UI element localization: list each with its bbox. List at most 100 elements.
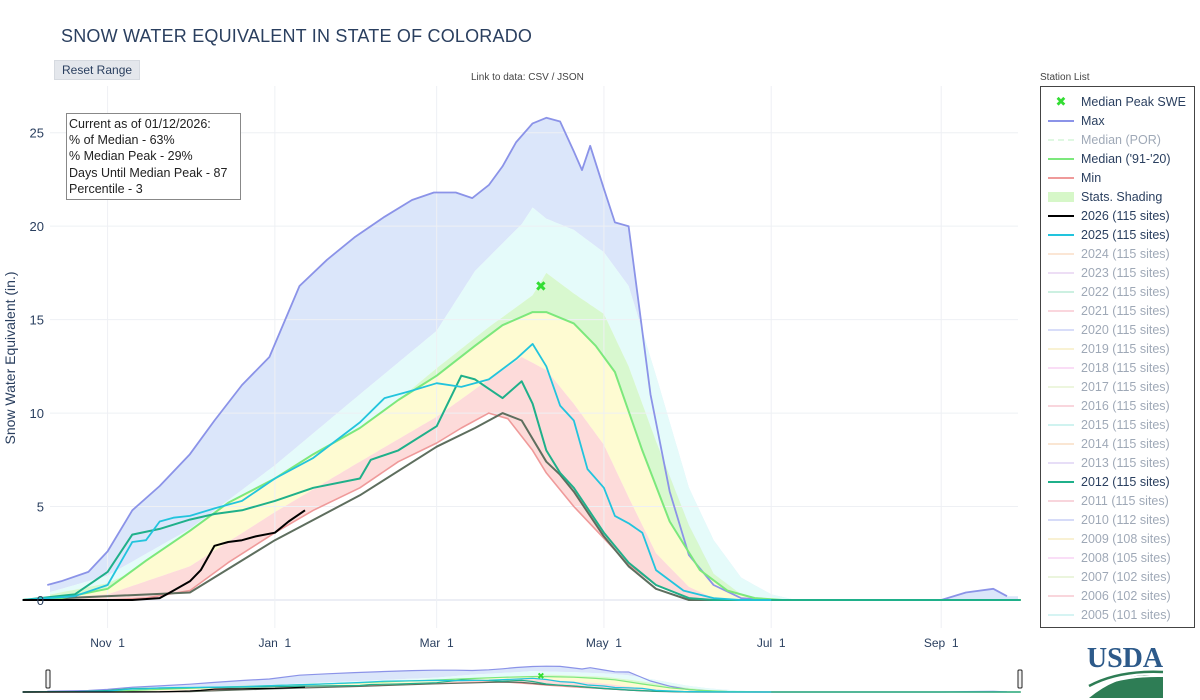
legend-symbol — [1041, 301, 1081, 320]
legend-item[interactable]: 2013 (115 sites) — [1041, 453, 1194, 472]
legend-item[interactable]: ✖ Median Peak SWE — [1041, 92, 1194, 111]
legend-label: 2026 (115 sites) — [1081, 208, 1170, 223]
legend-item[interactable]: 2005 (101 sites) — [1041, 605, 1194, 624]
legend-symbol — [1041, 130, 1081, 149]
legend-item[interactable]: 2019 (115 sites) — [1041, 339, 1194, 358]
legend-item[interactable]: Median (POR) — [1041, 130, 1194, 149]
x-tick-label: Sep 1 — [924, 636, 959, 650]
legend-item[interactable]: 2014 (115 sites) — [1041, 434, 1194, 453]
legend-item[interactable]: 2017 (115 sites) — [1041, 377, 1194, 396]
legend-label: Median Peak SWE — [1081, 94, 1186, 109]
y-tick-label: 25 — [30, 126, 44, 141]
legend-symbol — [1041, 510, 1081, 529]
y-tick-label: 10 — [30, 406, 44, 421]
legend-symbol — [1041, 244, 1081, 263]
legend-item[interactable]: 2022 (115 sites) — [1041, 282, 1194, 301]
legend-symbol — [1041, 396, 1081, 415]
mini-median-peak-marker: ✖ — [537, 672, 545, 682]
legend-label: 2022 (115 sites) — [1081, 284, 1170, 299]
median-peak-marker: ✖ — [535, 279, 547, 295]
legend-symbol — [1041, 111, 1081, 130]
legend-label: 2015 (115 sites) — [1081, 417, 1170, 432]
legend-item[interactable]: Median ('91-'20) — [1041, 149, 1194, 168]
legend-symbol — [1041, 472, 1081, 491]
y-tick-label: 5 — [37, 500, 44, 515]
x-tick-label: May 1 — [586, 636, 622, 650]
legend-symbol — [1041, 149, 1081, 168]
status-line-pct-peak: % Median Peak - 29% — [69, 149, 193, 164]
legend-label: Median ('91-'20) — [1081, 151, 1171, 166]
legend-label: 2020 (115 sites) — [1081, 322, 1170, 337]
legend-label: 2017 (115 sites) — [1081, 379, 1170, 394]
legend-symbol — [1041, 377, 1081, 396]
legend-item[interactable]: 2020 (115 sites) — [1041, 320, 1194, 339]
reset-range-button[interactable]: Reset Range — [54, 60, 141, 80]
status-line-days-to-peak: Days Until Median Peak - 87 — [69, 165, 228, 180]
legend-item[interactable]: 2010 (112 sites) — [1041, 510, 1194, 529]
legend-label: 2011 (115 sites) — [1081, 493, 1169, 508]
legend-label: 2018 (115 sites) — [1081, 360, 1170, 375]
status-line-pct-median: % of Median - 63% — [69, 133, 175, 148]
legend-symbol — [1041, 491, 1081, 510]
range-slider: ✖ — [22, 664, 1023, 693]
x-tick-label: Mar 1 — [420, 636, 454, 650]
legend-label: 2024 (115 sites) — [1081, 246, 1170, 261]
x-tick-label: Nov 1 — [90, 636, 125, 650]
legend-label: 2006 (102 sites) — [1081, 588, 1171, 603]
axis-ticks: 0 5 10 15 20 25 Nov 1 Jan 1 Mar 1 May 1 Jul 1 Sep 1 — [30, 126, 959, 650]
y-axis-label: Snow Water Equivalent (in.) — [2, 272, 18, 445]
legend-symbol — [1041, 453, 1081, 472]
legend-symbol — [1041, 263, 1081, 282]
legend-symbol — [1041, 567, 1081, 586]
legend-item[interactable]: 2012 (115 sites) — [1041, 472, 1194, 491]
chart-legend: ✖ Median Peak SWE Max Median (POR) Median ('… — [1040, 86, 1195, 628]
y-tick-label: 15 — [30, 313, 44, 328]
legend-item[interactable]: Max — [1041, 111, 1194, 130]
legend-item[interactable]: 2024 (115 sites) — [1041, 244, 1194, 263]
legend-item[interactable]: 2018 (115 sites) — [1041, 358, 1194, 377]
legend-label: 2007 (102 sites) — [1081, 569, 1171, 584]
legend-label: Stats. Shading — [1081, 189, 1163, 204]
legend-item[interactable]: Min — [1041, 168, 1194, 187]
year-2026-line — [22, 509, 306, 601]
legend-item[interactable]: 2023 (115 sites) — [1041, 263, 1194, 282]
legend-item[interactable]: 2021 (115 sites) — [1041, 301, 1194, 320]
legend-symbol — [1041, 548, 1081, 567]
year-2025-line — [22, 343, 772, 601]
legend-label: 2008 (105 sites) — [1081, 550, 1171, 565]
legend-item[interactable]: 2006 (102 sites) — [1041, 586, 1194, 605]
station-list-link[interactable]: Station List — [1040, 72, 1090, 83]
year-2012-line — [22, 374, 1021, 601]
legend-item[interactable]: 2016 (115 sites) — [1041, 396, 1194, 415]
legend-item[interactable]: 2026 (115 sites) — [1041, 206, 1194, 225]
legend-symbol — [1041, 415, 1081, 434]
legend-item[interactable]: 2009 (108 sites) — [1041, 529, 1194, 548]
range-handle-left[interactable] — [45, 669, 51, 689]
legend-item[interactable]: 2015 (115 sites) — [1041, 415, 1194, 434]
y-tick-label: 0 — [37, 593, 44, 608]
status-line-percentile: Percentile - 3 — [69, 181, 143, 196]
legend-label: Min — [1081, 170, 1102, 185]
legend-item[interactable]: 2008 (105 sites) — [1041, 548, 1194, 567]
legend-label: Max — [1081, 113, 1105, 128]
legend-label: 2014 (115 sites) — [1081, 436, 1170, 451]
legend-symbol — [1041, 586, 1081, 605]
band-90-max — [50, 117, 1018, 601]
legend-item[interactable]: 2011 (115 sites) — [1041, 491, 1194, 510]
x-tick-label: Jan 1 — [259, 636, 292, 650]
current-status-box: Current as of 01/12/2026: % of Median - … — [66, 113, 241, 201]
range-handle-right[interactable] — [1017, 669, 1023, 689]
legend-symbol — [1041, 529, 1081, 548]
series-lines: ✖ — [22, 116, 1021, 601]
legend-item[interactable]: 2007 (102 sites) — [1041, 567, 1194, 586]
legend-symbol — [1041, 339, 1081, 358]
legend-label: 2016 (115 sites) — [1081, 398, 1170, 413]
usda-logo: USDA — [1087, 643, 1164, 698]
usda-logo-text: USDA — [1087, 643, 1164, 674]
data-link[interactable]: Link to data: CSV / JSON — [471, 72, 584, 83]
legend-item[interactable]: Stats. Shading — [1041, 187, 1194, 206]
mini-year-2026-line — [22, 686, 306, 693]
legend-item[interactable]: 2025 (115 sites) — [1041, 225, 1194, 244]
mini-year-2025-line — [22, 677, 772, 693]
